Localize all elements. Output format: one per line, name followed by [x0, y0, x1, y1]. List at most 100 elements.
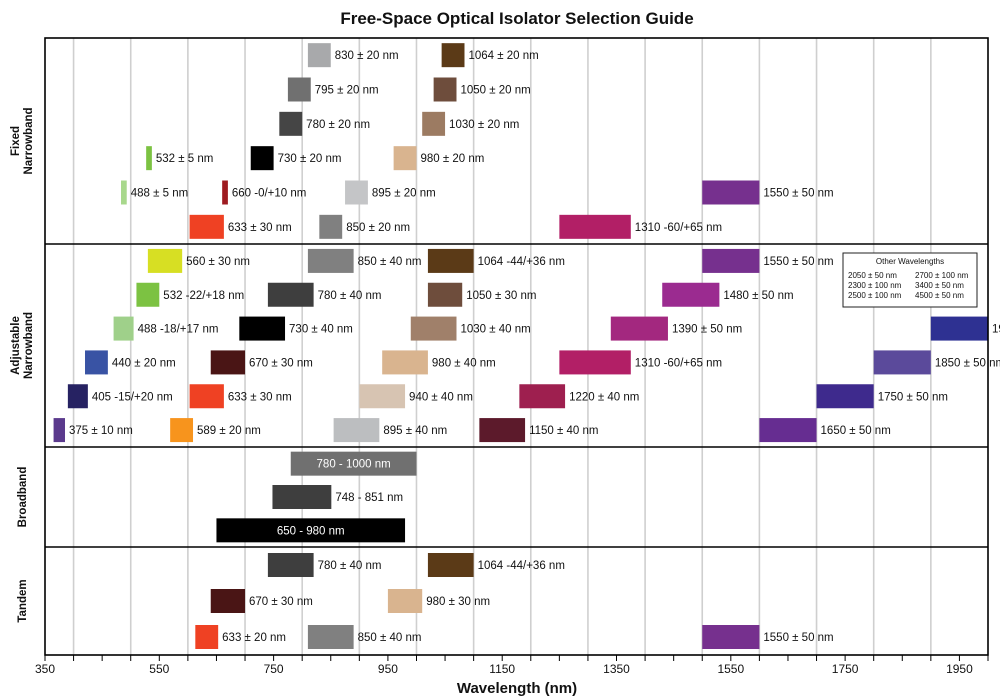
bar [427, 282, 463, 307]
other-wavelength-item: 2500 ± 100 nm [848, 291, 902, 300]
bar-label: 1050 ± 30 nm [466, 290, 536, 302]
bar [759, 418, 817, 443]
section-label: Broadband [17, 467, 29, 528]
bar [195, 625, 219, 649]
bar-label: 850 ± 40 nm [358, 632, 422, 644]
bar [189, 214, 224, 239]
bar-label: 1950 ± 50 nm [992, 324, 1000, 336]
bar [345, 180, 368, 205]
bar-label: 895 ± 20 nm [372, 188, 436, 200]
bar [382, 350, 428, 375]
bar-label: 1050 ± 20 nm [460, 85, 530, 97]
bar [121, 180, 127, 205]
bar [422, 111, 446, 136]
bar-label: 1850 ± 50 nm [935, 357, 1000, 369]
bar [873, 350, 931, 375]
bar-label: 1650 ± 50 nm [821, 425, 891, 437]
bar [930, 316, 988, 341]
bar [479, 418, 526, 443]
bar-label: 633 ± 20 nm [222, 632, 286, 644]
other-wavelength-item: 4500 ± 50 nm [915, 291, 964, 300]
bar [216, 518, 406, 543]
bar [387, 589, 423, 613]
bar-label: 532 ± 5 nm [156, 153, 213, 165]
bar-label: 1030 ± 40 nm [460, 324, 530, 336]
bar-label: 1064 -44/+36 nm [478, 256, 565, 268]
bar-label: 1750 ± 50 nm [878, 391, 948, 403]
bar-label: 589 ± 20 nm [197, 425, 261, 437]
bar-label: 1550 ± 50 nm [763, 632, 833, 644]
bar-label: 895 ± 40 nm [383, 425, 447, 437]
bar [287, 77, 311, 102]
bar-label: 748 - 851 nm [335, 492, 403, 504]
x-tick-label: 1550 [717, 662, 744, 676]
x-tick-label: 1150 [489, 662, 515, 676]
bar [359, 384, 406, 409]
other-wavelength-item: 2050 ± 50 nm [848, 271, 897, 280]
bar-label: 375 ± 10 nm [69, 425, 133, 437]
bar [210, 589, 246, 613]
other-wavelengths-title: Other Wavelengths [876, 257, 944, 266]
bar [702, 625, 760, 649]
bar-label: 1150 ± 40 nm [529, 425, 598, 437]
bar [67, 384, 88, 409]
bar [146, 146, 152, 171]
plot-border [44, 37, 989, 656]
bar [307, 43, 331, 68]
bar-label: 730 ± 20 nm [278, 153, 342, 165]
bar [272, 485, 332, 509]
bar [559, 214, 631, 239]
section-label: Tandem [17, 579, 29, 622]
bar [307, 625, 354, 649]
bar [559, 350, 631, 375]
bar-label: 795 ± 20 nm [315, 85, 379, 97]
bar-label: 780 - 1000 nm [317, 459, 391, 471]
bar [210, 350, 246, 375]
bar [85, 350, 108, 375]
bar [702, 180, 760, 205]
x-tick-label: 1950 [946, 662, 973, 676]
plot-frame: FixedNarrowband AdjustableNarrowband Broad… [10, 37, 989, 656]
bar-label: 830 ± 20 nm [335, 50, 399, 62]
other-wavelength-item: 2300 ± 100 nm [848, 281, 902, 290]
bar-label: 730 ± 40 nm [289, 324, 353, 336]
bar [267, 553, 314, 577]
bar [279, 111, 303, 136]
bar-label: 440 ± 20 nm [112, 357, 176, 369]
bar [290, 451, 417, 476]
section-label: AdjustableNarrowband [10, 312, 35, 379]
bar-label: 1310 -60/+65 nm [635, 222, 722, 234]
bar-label: 532 -22/+18 nm [163, 290, 244, 302]
bar-label: 633 ± 30 nm [228, 391, 292, 403]
bar-label: 1064 ± 20 nm [468, 50, 538, 62]
bar-label: 1064 -44/+36 nm [478, 560, 565, 572]
bar-label: 980 ± 20 nm [420, 153, 484, 165]
bar-label: 1310 -60/+65 nm [635, 357, 722, 369]
bar-label: 780 ± 40 nm [318, 290, 382, 302]
bar [610, 316, 668, 341]
bar-label: 660 -0/+10 nm [232, 188, 306, 200]
bar-label: 780 ± 20 nm [306, 119, 370, 131]
bar-label: 488 ± 5 nm [131, 188, 188, 200]
x-axis: 350 550 750 950 1150 1350 1550 1750 1950 [35, 655, 989, 676]
other-wavelength-item: 3400 ± 50 nm [915, 281, 964, 290]
x-tick-label: 350 [35, 662, 55, 676]
x-tick-label: 1350 [603, 662, 630, 676]
bar-label: 560 ± 30 nm [186, 256, 250, 268]
bar-label: 850 ± 20 nm [346, 222, 410, 234]
bar-label: 1030 ± 20 nm [449, 119, 519, 131]
bar-label: 1220 ± 40 nm [569, 391, 639, 403]
x-tick-label: 750 [264, 662, 284, 676]
bar-label: 1480 ± 50 nm [723, 290, 793, 302]
bar-label: 940 ± 40 nm [409, 391, 473, 403]
bar [239, 316, 286, 341]
bar-label: 980 ± 40 nm [432, 357, 496, 369]
bar [136, 282, 160, 307]
bar [410, 316, 457, 341]
bar [441, 43, 465, 68]
bar [319, 214, 343, 239]
bar [307, 248, 354, 273]
bar-label: 670 ± 30 nm [249, 357, 313, 369]
x-tick-label: 1750 [832, 662, 859, 676]
